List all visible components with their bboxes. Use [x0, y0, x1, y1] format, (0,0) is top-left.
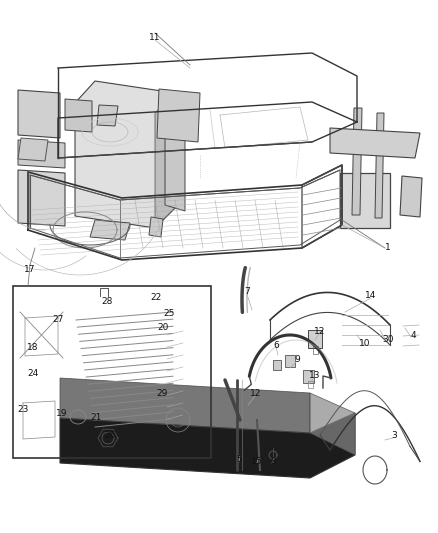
Polygon shape [18, 170, 65, 226]
Polygon shape [65, 99, 92, 132]
Polygon shape [60, 378, 310, 433]
Text: 7: 7 [244, 287, 250, 296]
Text: 12: 12 [314, 327, 326, 336]
Text: 9: 9 [294, 356, 300, 365]
Polygon shape [330, 128, 420, 158]
Text: 5: 5 [236, 456, 242, 464]
Text: 22: 22 [150, 294, 162, 303]
Polygon shape [352, 108, 362, 215]
Polygon shape [18, 138, 48, 161]
Polygon shape [149, 217, 163, 237]
Text: 11: 11 [149, 34, 161, 43]
Bar [313, 346, 318, 354]
Polygon shape [155, 93, 175, 228]
Text: 27: 27 [52, 316, 64, 325]
Text: 17: 17 [24, 265, 36, 274]
Text: 10: 10 [359, 338, 371, 348]
Text: 19: 19 [56, 409, 68, 418]
Bar [308, 381, 313, 388]
Polygon shape [165, 97, 185, 211]
Text: 20: 20 [157, 322, 169, 332]
Text: 13: 13 [309, 372, 321, 381]
Polygon shape [90, 220, 130, 240]
Text: 12: 12 [250, 390, 261, 399]
Text: 18: 18 [27, 343, 39, 351]
Text: 14: 14 [365, 292, 377, 301]
Polygon shape [60, 413, 355, 478]
Text: 1: 1 [385, 244, 391, 253]
Text: 21: 21 [90, 414, 102, 423]
Text: 29: 29 [156, 390, 168, 399]
Bar [308, 330, 322, 348]
Text: 24: 24 [27, 368, 39, 377]
Polygon shape [375, 113, 384, 218]
Bar [273, 360, 281, 370]
Polygon shape [97, 105, 118, 126]
Bar [303, 370, 314, 383]
Polygon shape [340, 173, 390, 228]
Polygon shape [400, 176, 422, 217]
Polygon shape [75, 81, 175, 228]
Polygon shape [310, 393, 355, 455]
Text: 4: 4 [410, 330, 416, 340]
Text: 25: 25 [163, 310, 175, 319]
Bar [13, 286, 211, 458]
Text: 23: 23 [18, 406, 28, 415]
Text: 15: 15 [251, 457, 263, 466]
Polygon shape [18, 90, 60, 138]
Text: 3: 3 [391, 432, 397, 440]
Text: 8: 8 [270, 457, 276, 466]
Bar [285, 355, 295, 367]
Text: 6: 6 [273, 341, 279, 350]
Polygon shape [157, 89, 200, 142]
Polygon shape [18, 140, 65, 168]
Text: 28: 28 [101, 297, 113, 306]
Text: 26: 26 [104, 431, 116, 440]
Text: 30: 30 [382, 335, 394, 344]
